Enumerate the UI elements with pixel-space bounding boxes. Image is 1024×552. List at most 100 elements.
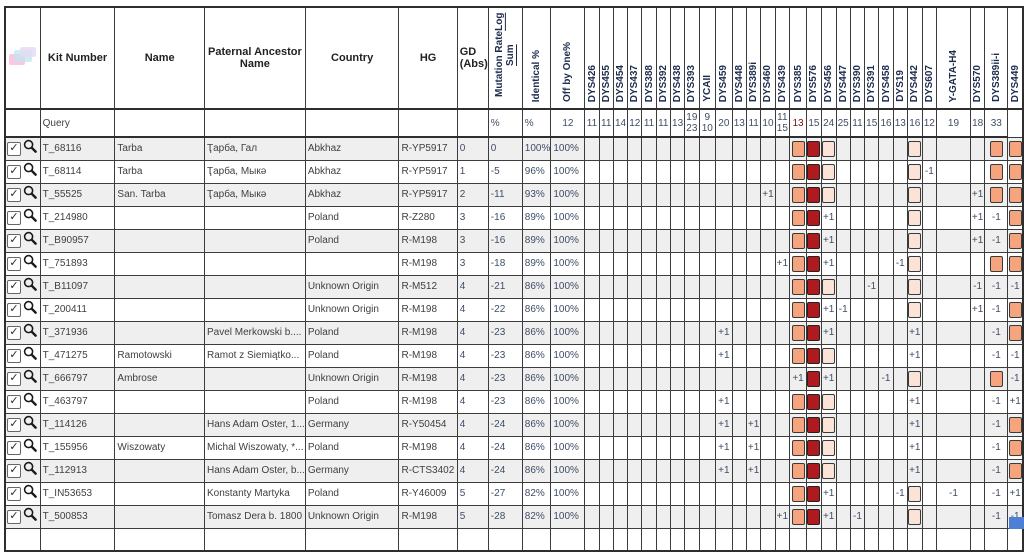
magnifier-icon[interactable] [23,231,37,250]
column-header-ycaii[interactable]: YCAII [698,6,717,110]
marker-cell-ycaii [698,159,717,184]
row-checkbox[interactable]: ✓ [7,348,21,363]
marker-cell-dys456: +1 [820,366,837,391]
column-header-dys455[interactable]: DYS455 [598,6,614,110]
magnifier-icon[interactable] [23,392,37,411]
magnifier-icon[interactable] [23,369,37,388]
row-checkbox[interactable]: ✓ [7,302,21,317]
column-header-mutation-rate-log-sum[interactable]: Mutation RateLog Sum [487,6,523,110]
column-header-dys570[interactable]: DYS570 [969,6,986,110]
row-checkbox[interactable]: ✓ [7,187,21,202]
column-header-y-gata-h4[interactable]: Y-GATA-H4 [935,6,971,110]
magnifier-icon[interactable] [23,162,37,181]
row-checkbox[interactable]: ✓ [7,440,21,455]
column-header-dys459[interactable]: DYS459 [715,6,733,110]
row-checkbox[interactable]: ✓ [7,394,21,409]
column-header-dys448[interactable]: DYS448 [731,6,747,110]
marker-cell-dys392 [655,159,671,184]
column-header-dys449[interactable]: DYS449 [1007,6,1024,110]
column-header-dys388[interactable]: DYS388 [641,6,657,110]
column-header-dys391[interactable]: DYS391 [864,6,880,110]
magnifier-icon[interactable] [23,185,37,204]
column-header-dys454[interactable]: DYS454 [612,6,629,110]
row-checkbox[interactable]: ✓ [7,486,21,501]
table-row: ✓ T_55525 San. Tarba Ҭарба, Мыкә Abkhaz R-YP5… [4,182,1024,207]
marker-cell-dys456: +1 [820,251,837,276]
marker-cell-dys447 [835,205,851,230]
column-header-gd-abs[interactable]: GD (Abs) [456,6,489,110]
country-cell: Poland [304,343,400,368]
column-header-dys576[interactable]: DYS576 [806,6,822,110]
column-header-dys392[interactable]: DYS392 [655,6,671,110]
column-header-dys19[interactable]: DYS19 [892,6,908,110]
magnifier-icon[interactable] [23,300,37,319]
column-header-dys385[interactable]: DYS385 [789,6,808,110]
column-header-dys442[interactable]: DYS442 [906,6,923,110]
magnifier-icon[interactable] [23,208,37,227]
row-checkbox[interactable]: ✓ [7,210,21,225]
column-header-dys389i[interactable]: DYS389i [745,6,762,110]
column-header-dys390[interactable]: DYS390 [849,6,866,110]
marker-diff-square [822,462,836,479]
off-by-one-pct-cell: 100% [550,205,586,230]
magnifier-icon[interactable] [23,484,37,503]
query-marker-value-dys391: 11 [849,108,866,138]
row-checkbox[interactable]: ✓ [7,141,21,156]
magnifier-icon[interactable] [23,415,37,434]
column-header-hg[interactable]: HG [398,6,458,110]
magnifier-icon[interactable] [23,507,37,526]
column-header-dys456[interactable]: DYS456 [820,6,837,110]
column-header-paternal-ancestor[interactable]: Paternal Ancestor Name [203,6,306,110]
marker-cell-dys389i [745,481,762,506]
marker-cell-dys393 [684,205,700,230]
column-header-country[interactable]: Country [304,6,400,110]
magnifier-icon[interactable] [23,346,37,365]
marker-name-label: DYS442 [909,64,921,102]
column-header-dys389ii-i[interactable]: DYS389ii-i [984,6,1009,110]
off-by-one-pct-cell: 100% [550,504,586,529]
column-header-name[interactable]: Name [114,6,205,110]
hg-cell: R-M198 [398,435,458,460]
row-checkbox[interactable]: ✓ [7,233,21,248]
row-checkbox[interactable]: ✓ [7,463,21,478]
query-identical-pct: % [487,108,523,138]
magnifier-icon[interactable] [23,277,37,296]
column-header-dys607[interactable]: DYS607 [921,6,937,110]
marker-cell-dys456: +1 [820,228,837,253]
marker-name-label: DYS426 [586,64,598,102]
column-header-dys439[interactable]: DYS439 [774,6,791,110]
column-header-dys438[interactable]: DYS438 [669,6,686,110]
row-checkbox[interactable]: ✓ [7,417,21,432]
row-checkbox[interactable]: ✓ [7,279,21,294]
marker-cell-dys437 [627,251,643,276]
column-header-dys426[interactable]: DYS426 [584,6,600,110]
row-checkbox[interactable]: ✓ [7,509,21,524]
column-header-dys437[interactable]: DYS437 [627,6,643,110]
name-cell: Tarba [114,136,205,161]
row-checkbox[interactable]: ✓ [7,371,21,386]
column-header-kit-number[interactable]: Kit Number [39,6,116,110]
marker-cell-dys19 [892,205,908,230]
column-header-identical-pct[interactable]: Identical % [521,6,552,110]
column-header-off-by-one-pct[interactable]: Off by One% [550,6,586,110]
query-empty-cell [398,108,458,138]
marker-cell-dys426 [584,251,600,276]
column-header-dys393[interactable]: DYS393 [684,6,700,110]
marker-cell-dys449 [1007,458,1024,483]
magnifier-icon[interactable] [23,438,37,457]
column-header-dys458[interactable]: DYS458 [878,6,894,110]
column-header-dys460[interactable]: DYS460 [760,6,776,110]
column-header-dys447[interactable]: DYS447 [835,6,851,110]
marker-cell-dys439 [774,343,791,368]
table-row: ✓ T_463797 Poland R-M198 4 -23 86% 100% +1 +1 -1 +1 [4,389,1024,414]
mutation-log-sum-cell: -5 [487,159,523,184]
magnifier-icon[interactable] [23,323,37,342]
marker-cell-dys576 [806,435,822,460]
magnifier-icon[interactable] [23,139,37,158]
row-checkbox[interactable]: ✓ [7,164,21,179]
marker-cell-dys389ii-i [984,251,1009,276]
row-checkbox[interactable]: ✓ [7,325,21,340]
row-checkbox[interactable]: ✓ [7,256,21,271]
magnifier-icon[interactable] [23,461,37,480]
magnifier-icon[interactable] [23,254,37,273]
